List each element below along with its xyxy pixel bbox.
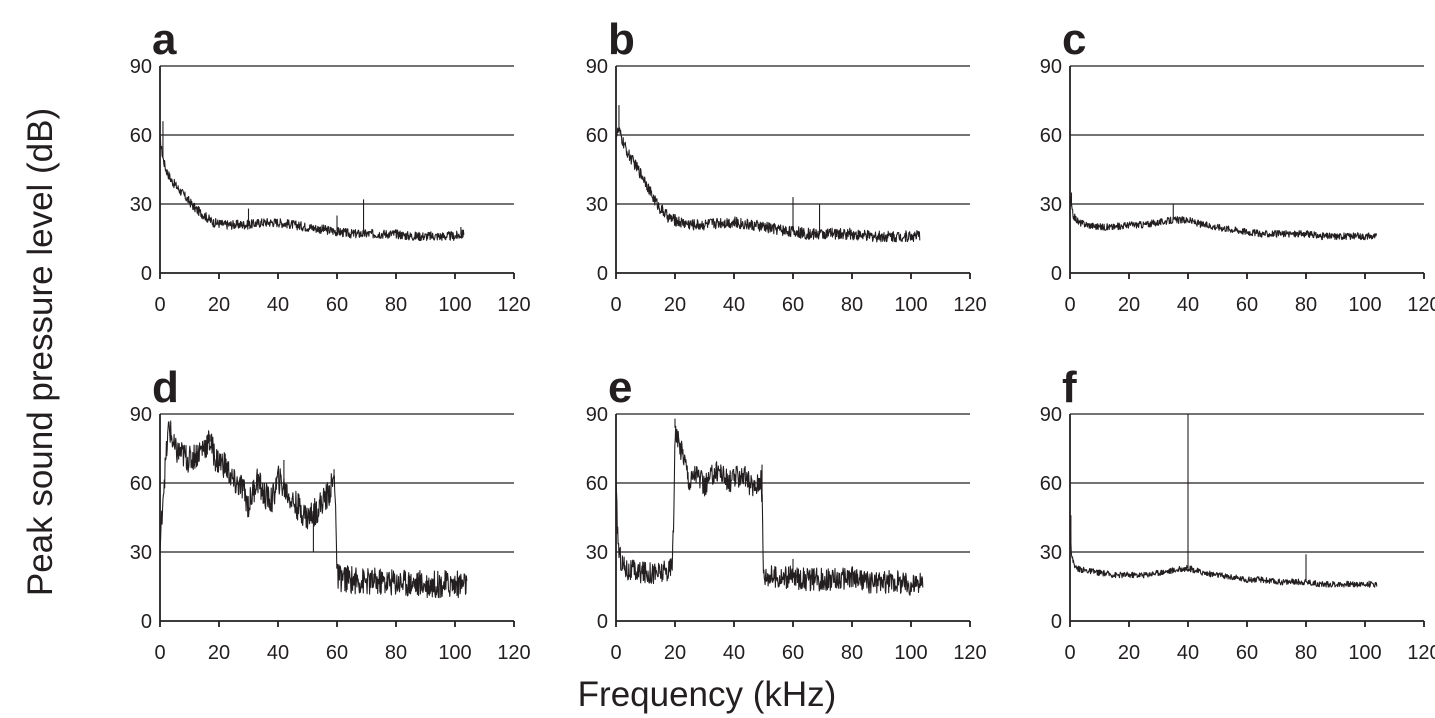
x-tick-label: 20 xyxy=(664,294,686,316)
x-tick-label: 120 xyxy=(953,294,986,316)
y-tick-label: 90 xyxy=(1040,56,1062,78)
x-tick-label: 80 xyxy=(1295,294,1317,316)
x-tick-label: 60 xyxy=(1236,294,1258,316)
y-tick-label: 30 xyxy=(1040,194,1062,216)
panel-a: 0 30 60 90 0 20 40 60 80 100 120 a xyxy=(130,15,531,316)
x-tick-label: 40 xyxy=(1177,294,1199,316)
panel-b: 0 30 60 90 0 20 40 60 80 100 120 b xyxy=(586,15,987,316)
y-tick-label: 30 xyxy=(130,542,152,564)
x-tick-label: 20 xyxy=(664,642,686,664)
spectrum-trace xyxy=(1069,196,1378,241)
x-tick-label: 20 xyxy=(208,642,230,664)
spectrum-trace xyxy=(159,135,465,242)
x-tick-label: 100 xyxy=(438,294,471,316)
x-tick-label: 40 xyxy=(267,642,289,664)
spectrum-trace xyxy=(615,425,924,596)
x-tick-label: 40 xyxy=(1177,642,1199,664)
x-tick-label: 40 xyxy=(723,642,745,664)
y-tick-label: 90 xyxy=(586,56,608,78)
panel-c: 0 30 60 90 0 20 40 60 80 100 120 c xyxy=(1040,15,1435,316)
panel-letter: d xyxy=(152,363,179,412)
y-tick-label: 90 xyxy=(586,404,608,426)
y-tick-label: 30 xyxy=(586,194,608,216)
x-tick-label: 0 xyxy=(610,294,621,316)
y-tick-label: 30 xyxy=(130,194,152,216)
x-tick-label: 120 xyxy=(497,294,530,316)
x-tick-label: 100 xyxy=(438,642,471,664)
x-tick-label: 40 xyxy=(267,294,289,316)
y-tick-label: 60 xyxy=(1040,473,1062,495)
x-tick-label: 20 xyxy=(1118,642,1140,664)
panel-letter: e xyxy=(608,363,632,412)
x-tick-label: 100 xyxy=(894,294,927,316)
x-axis-title: Frequency (kHz) xyxy=(578,675,837,714)
x-tick-label: 100 xyxy=(1348,642,1381,664)
panel-letter: c xyxy=(1062,15,1086,64)
x-tick-label: 80 xyxy=(841,642,863,664)
x-tick-label: 80 xyxy=(385,642,407,664)
y-tick-label: 60 xyxy=(586,125,608,147)
x-tick-label: 120 xyxy=(1407,294,1435,316)
x-tick-label: 80 xyxy=(385,294,407,316)
x-tick-label: 0 xyxy=(1064,294,1075,316)
panel-f: 0 30 60 90 0 20 40 60 80 100 120 f xyxy=(1040,363,1435,664)
panel-letter: b xyxy=(608,15,635,64)
panels: 0 30 60 90 0 20 40 60 80 100 120 a 0 30 60 90 0 20 40 60 80 1… xyxy=(130,15,1435,664)
y-tick-label: 60 xyxy=(586,473,608,495)
x-tick-label: 60 xyxy=(326,642,348,664)
y-tick-label: 0 xyxy=(1051,263,1062,285)
y-tick-label: 60 xyxy=(130,473,152,495)
x-tick-label: 60 xyxy=(782,642,804,664)
y-tick-label: 0 xyxy=(141,611,152,633)
y-tick-label: 0 xyxy=(1051,611,1062,633)
x-tick-label: 0 xyxy=(154,294,165,316)
panel-letter: f xyxy=(1062,363,1077,412)
y-tick-label: 0 xyxy=(597,611,608,633)
x-tick-label: 80 xyxy=(1295,642,1317,664)
x-tick-label: 120 xyxy=(1407,642,1435,664)
x-tick-label: 60 xyxy=(1236,642,1258,664)
x-tick-label: 100 xyxy=(894,642,927,664)
y-tick-label: 90 xyxy=(1040,404,1062,426)
y-tick-label: 90 xyxy=(130,404,152,426)
y-tick-label: 0 xyxy=(597,263,608,285)
y-tick-label: 30 xyxy=(586,542,608,564)
panel-d: 0 30 60 90 0 20 40 60 80 100 120 d xyxy=(130,363,531,664)
x-tick-label: 80 xyxy=(841,294,863,316)
x-tick-label: 60 xyxy=(782,294,804,316)
y-tick-label: 0 xyxy=(141,263,152,285)
y-tick-label: 60 xyxy=(1040,125,1062,147)
x-tick-label: 120 xyxy=(497,642,530,664)
spectrum-trace xyxy=(1069,520,1378,588)
x-tick-label: 100 xyxy=(1348,294,1381,316)
panel-letter: a xyxy=(152,15,177,64)
y-tick-label: 90 xyxy=(130,56,152,78)
x-tick-label: 0 xyxy=(154,642,165,664)
y-tick-label: 60 xyxy=(130,125,152,147)
x-tick-label: 20 xyxy=(1118,294,1140,316)
x-tick-label: 40 xyxy=(723,294,745,316)
x-tick-label: 0 xyxy=(610,642,621,664)
x-tick-label: 0 xyxy=(1064,642,1075,664)
x-tick-label: 60 xyxy=(326,294,348,316)
y-tick-label: 30 xyxy=(1040,542,1062,564)
spectrum-trace xyxy=(615,127,921,243)
panel-e: 0 30 60 90 0 20 40 60 80 100 120 e xyxy=(586,363,987,664)
y-axis-title: Peak sound pressure level (dB) xyxy=(21,108,60,596)
x-tick-label: 120 xyxy=(953,642,986,664)
spectrum-trace xyxy=(159,420,468,599)
x-tick-label: 20 xyxy=(208,294,230,316)
